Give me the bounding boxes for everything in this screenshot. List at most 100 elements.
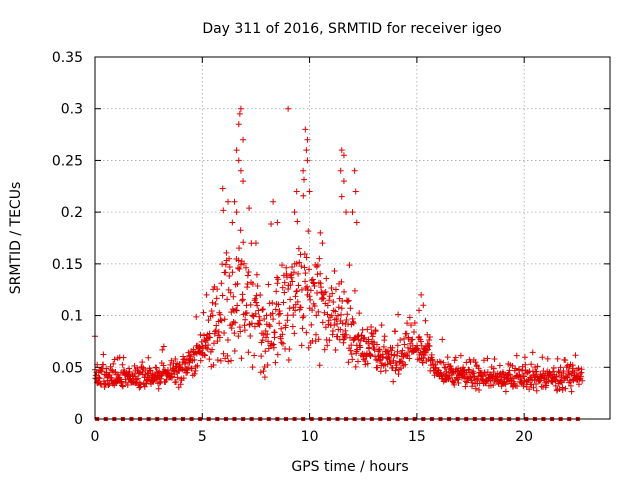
y-tick-label: 0.25 (52, 153, 83, 169)
data-point (560, 368, 567, 375)
data-point (364, 360, 371, 367)
data-point (346, 262, 353, 269)
data-point (321, 309, 328, 316)
data-point (203, 291, 210, 298)
data-point (387, 360, 394, 367)
data-point (306, 293, 313, 300)
data-point (306, 266, 313, 273)
data-point (332, 286, 339, 293)
data-point (484, 355, 491, 362)
data-point (365, 336, 372, 343)
data-point (351, 287, 358, 294)
data-point (401, 341, 408, 348)
data-point (436, 358, 443, 365)
data-point (201, 351, 208, 358)
data-point (277, 310, 284, 317)
data-point (209, 346, 216, 353)
data-point (554, 355, 561, 362)
data-point (332, 308, 339, 315)
data-point (354, 358, 361, 365)
data-point (449, 370, 456, 377)
data-point (411, 328, 418, 335)
data-point (439, 336, 446, 343)
data-point (286, 305, 293, 312)
data-point (160, 362, 167, 369)
data-point (283, 264, 290, 271)
data-point (294, 218, 301, 225)
data-point (100, 361, 107, 368)
x-tick-label: 10 (301, 429, 319, 445)
data-point (340, 178, 347, 185)
data-point (254, 282, 261, 289)
data-point (298, 286, 305, 293)
data-point (353, 219, 360, 226)
data-point (346, 334, 353, 341)
data-point (319, 294, 326, 301)
data-point (349, 356, 356, 363)
data-point (291, 330, 298, 337)
data-point (259, 306, 266, 313)
data-point (391, 351, 398, 358)
data-point (514, 383, 521, 390)
data-point (120, 354, 127, 361)
data-point (279, 331, 286, 338)
data-point (325, 317, 332, 324)
data-point (196, 344, 203, 351)
data-point (319, 319, 326, 326)
data-point (126, 365, 133, 372)
data-point (305, 228, 312, 235)
data-point (337, 326, 344, 333)
data-point (406, 355, 413, 362)
data-point (418, 291, 425, 298)
data-point (135, 370, 142, 377)
y-tick-label: 0.15 (52, 257, 83, 273)
data-point (263, 334, 270, 341)
data-point (237, 105, 244, 112)
data-point (296, 259, 303, 266)
data-point (334, 333, 341, 340)
data-point (426, 333, 433, 340)
data-point (153, 364, 160, 371)
data-point (461, 374, 468, 381)
data-point (324, 311, 331, 318)
data-point (198, 338, 205, 345)
data-point (556, 386, 563, 393)
data-point (367, 352, 374, 359)
data-point (259, 337, 266, 344)
data-point (105, 382, 112, 389)
data-point (278, 325, 285, 332)
data-point (388, 347, 395, 354)
data-point (356, 310, 363, 317)
data-point (552, 382, 559, 389)
data-point (188, 365, 195, 372)
data-point (249, 312, 256, 319)
data-point (297, 251, 304, 258)
data-point (248, 320, 255, 327)
data-point (302, 278, 309, 285)
data-point (532, 364, 539, 371)
data-point (107, 366, 114, 373)
data-point (278, 339, 285, 346)
data-point (516, 366, 523, 373)
data-point (270, 316, 277, 323)
data-point (224, 296, 231, 303)
data-point (152, 364, 159, 371)
data-point (342, 327, 349, 334)
data-point (378, 322, 385, 329)
data-point (232, 319, 239, 326)
plot-frame (94, 56, 611, 420)
x-tick-label: 20 (515, 429, 533, 445)
data-point (214, 356, 221, 363)
data-point (522, 361, 529, 368)
data-point (245, 269, 252, 276)
data-point (300, 167, 307, 174)
data-point (339, 297, 346, 304)
data-point (236, 266, 243, 273)
data-point (263, 312, 270, 319)
data-point (235, 257, 242, 264)
data-point (280, 340, 287, 347)
data-point (579, 377, 586, 384)
data-point (260, 368, 267, 375)
data-point (271, 334, 278, 341)
data-point (475, 365, 482, 372)
